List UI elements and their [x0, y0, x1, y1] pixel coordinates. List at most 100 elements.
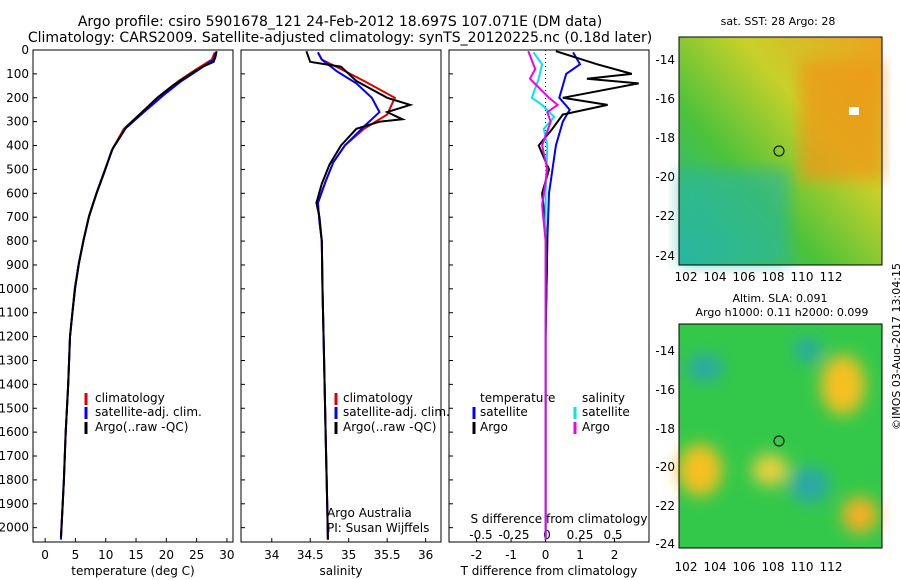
y-tick-label: 100 — [6, 67, 29, 81]
timestamp-stamp: ©IMOS 03-Aug-2017 13:04:15 — [890, 263, 900, 430]
y-tick-label: 600 — [6, 186, 29, 200]
sla-y-tick-label: -18 — [655, 422, 675, 436]
salinity-plot-frame — [240, 49, 442, 543]
chart-title-line2: Climatology: CARS2009. Satellite-adjuste… — [27, 30, 653, 46]
y-tick-label: 1500 — [0, 401, 29, 415]
sla-y-tick-label: -16 — [655, 383, 675, 397]
diff-legend-temperature-head: temperature — [480, 391, 555, 405]
y-tick-label: 1100 — [0, 306, 29, 320]
chart-title-line1: Argo profile: csiro 5901678_121 24-Feb-2… — [77, 14, 603, 30]
x-tick-label: 25 — [189, 548, 204, 562]
y-tick-label: 1000 — [0, 282, 29, 296]
temp-legend-climatology: climatology — [95, 391, 165, 405]
temp-legend-argo: Argo(..raw -QC) — [95, 420, 188, 434]
diff-legend-sal-satellite: satellite — [582, 405, 630, 419]
sst-y-tick-label: -24 — [655, 249, 675, 263]
x-axis-label: salinity — [319, 564, 362, 578]
y-tick-label: 0 — [21, 43, 29, 57]
sla-low-2 — [794, 338, 822, 362]
x-tick-label: 20 — [159, 548, 174, 562]
x-tick-label: 0 — [41, 548, 49, 562]
x-tick-label: 35.5 — [374, 548, 401, 562]
x-tick-label: 1 — [576, 548, 584, 562]
sst-y-tick-label: -22 — [655, 209, 675, 223]
x-axis-label: temperature (deg C) — [71, 564, 194, 578]
y-tick-label: 1300 — [0, 353, 29, 367]
sla-high-2 — [678, 444, 722, 496]
y-tick-label: 1700 — [0, 449, 29, 463]
sla-y-tick-label: -20 — [655, 460, 675, 474]
sla-map-title-line1: Altim. SLA: 0.091 — [732, 292, 827, 305]
y-tick-label: 1900 — [0, 497, 29, 511]
sst-x-tick-label: 106 — [733, 270, 756, 284]
series-line — [530, 51, 556, 540]
sla-low-1 — [687, 354, 723, 382]
sla-x-tick-label: 108 — [762, 560, 785, 574]
sla-x-tick-label: 110 — [791, 560, 814, 574]
y-tick-label: 1200 — [0, 330, 29, 344]
difference-plot-frame — [448, 49, 650, 543]
sla-x-tick-label: 106 — [733, 560, 756, 574]
series-line — [537, 50, 639, 540]
x-tick-label: 2 — [611, 548, 619, 562]
sst-x-tick-label: 110 — [791, 270, 814, 284]
sst-y-tick-label: -14 — [655, 53, 675, 67]
y-tick-label: 900 — [6, 258, 29, 272]
series-line — [305, 50, 414, 540]
y-tick-label: 700 — [6, 210, 29, 224]
credits-line1: Argo Australia — [327, 506, 412, 520]
x-tick-label: 35 — [341, 548, 356, 562]
sla-y-tick-label: -14 — [655, 344, 675, 358]
sst-x-tick-label: 108 — [762, 270, 785, 284]
sst-map-frame — [678, 36, 883, 266]
top-tick-label: -0.25 — [498, 528, 529, 542]
x-tick-label: 10 — [98, 548, 113, 562]
diff-legend-sal-argo: Argo — [582, 420, 610, 434]
x-tick-label: -2 — [471, 548, 483, 562]
y-tick-label: 2000 — [0, 521, 29, 535]
sla-x-tick-label: 102 — [675, 560, 698, 574]
sst-map-title: sat. SST: 28 Argo: 28 — [721, 15, 836, 28]
x-tick-label: 34.5 — [297, 548, 324, 562]
sla-high-3 — [752, 454, 788, 486]
sla-argo-marker — [773, 435, 785, 447]
x-tick-label: 36 — [418, 548, 433, 562]
y-tick-label: 200 — [6, 91, 29, 105]
x-tick-label: 0 — [542, 548, 550, 562]
series-line — [544, 51, 582, 540]
sla-high-1 — [821, 355, 865, 415]
sal-legend-climatology: climatology — [343, 391, 413, 405]
top-tick-label: -0.5 — [469, 528, 492, 542]
x-tick-label: 30 — [219, 548, 234, 562]
top-axis-label: S difference from climatology — [471, 512, 648, 526]
series-line — [59, 51, 218, 538]
sst-map — [678, 36, 883, 266]
sla-map — [678, 323, 883, 549]
top-tick-label: 0.5 — [603, 528, 622, 542]
y-tick-label: 1800 — [0, 473, 29, 487]
sal-legend-satellite: satellite-adj. clim. — [343, 405, 450, 419]
credits-line2: PI: Susan Wijffels — [327, 521, 429, 535]
sla-high-4 — [842, 497, 878, 533]
sla-low-3 — [790, 467, 830, 503]
top-tick-label: 0 — [543, 528, 551, 542]
sst-x-tick-label: 102 — [675, 270, 698, 284]
sla-x-tick-label: 104 — [704, 560, 727, 574]
sst-missing-data — [849, 107, 859, 115]
temp-legend-satellite: satellite-adj. clim. — [95, 405, 202, 419]
sst-warm-patch — [800, 60, 882, 180]
x-tick-label: -1 — [505, 548, 517, 562]
sal-legend-argo: Argo(..raw -QC) — [343, 420, 436, 434]
y-tick-label: 1400 — [0, 377, 29, 391]
series-line — [316, 51, 397, 540]
series-line — [59, 52, 217, 540]
y-tick-label: 400 — [6, 139, 29, 153]
sst-y-tick-label: -18 — [655, 131, 675, 145]
sst-y-tick-label: -20 — [655, 170, 675, 184]
temperature-plot-frame — [32, 49, 234, 543]
y-tick-label: 500 — [6, 162, 29, 176]
sst-x-tick-label: 112 — [820, 270, 843, 284]
x-tick-label: 15 — [128, 548, 143, 562]
sla-map-frame — [678, 323, 883, 549]
